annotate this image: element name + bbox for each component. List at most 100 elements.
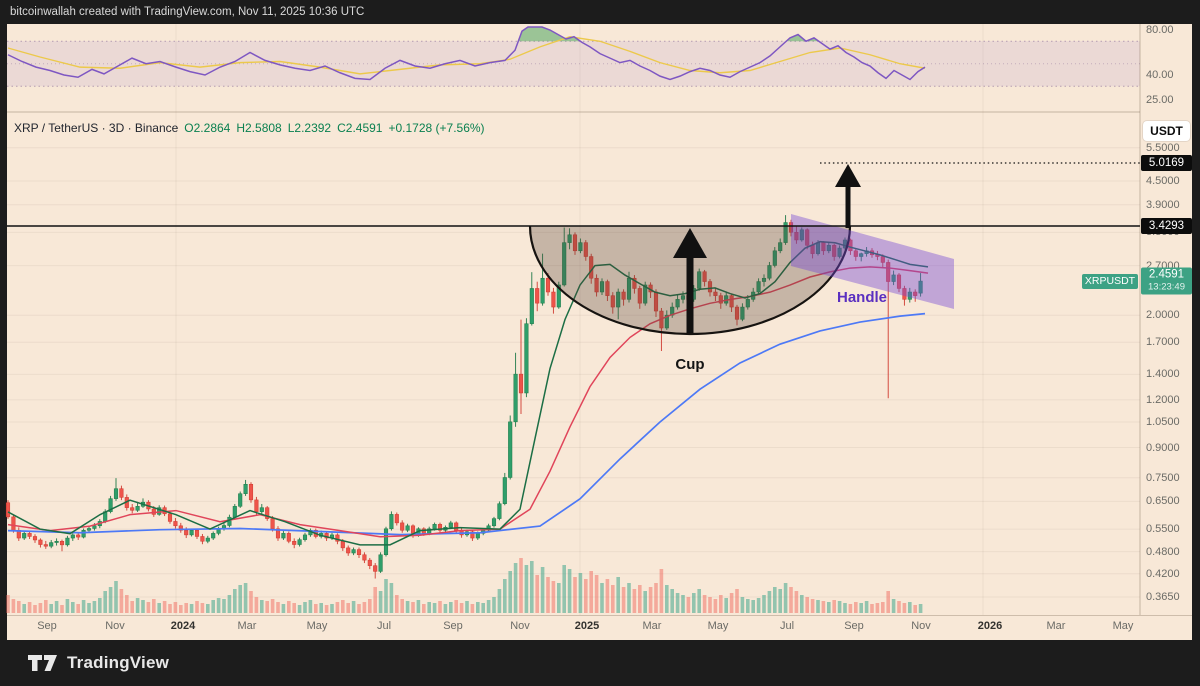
price-tick: 1.4000 — [1146, 368, 1180, 381]
currency-button[interactable]: USDT — [1143, 121, 1190, 141]
tradingview-logo-text[interactable]: TradingView — [67, 653, 170, 672]
volume-bar — [76, 604, 80, 613]
price-axis[interactable]: 25.00 40.00 80.00 0.3650 0.4200 0.4800 0.5500 0… — [1141, 24, 1192, 615]
volume-bar — [6, 595, 10, 613]
volume-bar — [881, 602, 885, 613]
volume-bar — [27, 602, 32, 613]
volume-bar — [200, 603, 205, 613]
volume-bar — [308, 600, 313, 613]
candle-body — [794, 232, 799, 241]
candle-body — [38, 539, 43, 545]
candle-body — [470, 531, 475, 539]
volume-bar — [735, 589, 739, 613]
volume-bar — [378, 591, 383, 613]
volume-bar — [584, 579, 588, 613]
time-tick: Sep — [844, 620, 864, 632]
volume-bar — [481, 603, 485, 613]
volume-bar — [605, 579, 610, 613]
volume-bar — [713, 599, 718, 613]
candle-body — [259, 507, 264, 512]
candle-body — [535, 288, 540, 304]
volume-bar — [92, 601, 97, 613]
candle-body — [529, 288, 534, 324]
price-tick: 0.9000 — [1146, 441, 1180, 454]
rsi-overbought-fill — [518, 27, 581, 42]
volume-bar — [670, 589, 674, 613]
candle-body — [292, 541, 297, 545]
volume-bar — [281, 604, 286, 613]
candle-body — [454, 522, 459, 531]
volume-bar — [276, 602, 280, 613]
price-tick: 3.9000 — [1146, 198, 1180, 211]
cup-arc — [528, 225, 852, 336]
volume-bar — [740, 597, 745, 613]
volume-bar — [870, 604, 874, 613]
time-tick: Jul — [779, 620, 795, 632]
volume-bar — [206, 604, 210, 613]
time-tick: Mar — [1046, 620, 1066, 632]
volume-bar — [540, 567, 545, 613]
volume-bar — [654, 583, 658, 613]
candle-body — [11, 516, 16, 531]
candle-body — [211, 533, 216, 539]
ohlc-value: O2.2864 — [184, 121, 231, 135]
breakout-arrow-head — [835, 164, 861, 187]
candle-body — [119, 488, 124, 498]
volume-bar — [632, 589, 637, 613]
volume-bar — [902, 603, 907, 613]
candle-body — [178, 525, 183, 531]
candle-body — [59, 541, 65, 546]
volume-bar — [697, 589, 701, 613]
target-price-label: 5.0169 — [1141, 154, 1192, 171]
volume-bar — [103, 591, 107, 613]
symbol-info-line[interactable]: XRP / TetherUS · 3D · Binance O2.2864 H2.5… — [14, 121, 485, 135]
time-tick: Nov — [105, 620, 125, 632]
breakout-price-label: 3.4293 — [1141, 218, 1192, 234]
candle-body — [643, 284, 648, 304]
candle-body — [362, 554, 367, 561]
volume-bar — [71, 602, 75, 613]
candle-body — [583, 242, 588, 257]
candle-body — [383, 528, 389, 556]
handle-pattern-label[interactable]: Handle — [836, 289, 887, 306]
price-tick: 4.5000 — [1146, 175, 1180, 187]
rsi-tick: 25.00 — [1146, 94, 1174, 106]
time-tick: Sep — [37, 620, 57, 632]
candle-body — [335, 534, 340, 542]
cup-pattern-label[interactable]: Cup — [675, 356, 705, 373]
rsi-tick: 80.00 — [1146, 24, 1174, 36]
volume-bar — [848, 604, 853, 613]
candle-body — [778, 242, 783, 252]
volume-bar — [708, 597, 712, 613]
ohlc-value: L2.2392 — [287, 121, 332, 135]
volume-bar — [535, 575, 539, 613]
ma-mid-line — [7, 266, 929, 538]
tradingview-logo-icon[interactable] — [28, 653, 58, 673]
candle-body — [745, 299, 750, 308]
candle-body — [32, 536, 38, 541]
volume-bar — [665, 585, 669, 613]
volume-bar — [22, 604, 26, 613]
volume-bar — [195, 601, 199, 613]
symbol-title[interactable]: XRP / TetherUS · 3D · Binance — [14, 121, 179, 135]
volume-bar — [832, 600, 836, 613]
time-tick: Sep — [443, 620, 463, 632]
time-axis[interactable]: Sep Nov 2024 Mar May Jul Sep Nov 2025 Mar May Jul Se… — [7, 615, 1192, 640]
volume-bar — [227, 595, 232, 613]
volume-bar — [524, 565, 529, 613]
candle-body — [340, 541, 345, 549]
candle-body — [594, 277, 599, 293]
volume-bar — [875, 603, 880, 613]
candle-body — [281, 533, 286, 539]
volume-bar — [530, 561, 534, 613]
volume-bar — [459, 603, 464, 613]
candle-body — [772, 250, 777, 266]
candle-body — [545, 277, 551, 293]
chart-surface[interactable] — [7, 24, 1192, 640]
footer: TradingView — [0, 640, 1200, 686]
top-bar: bitcoinwallah created with TradingView.c… — [0, 0, 1200, 24]
ma-fast-line — [7, 240, 929, 546]
candle-body — [918, 280, 923, 294]
